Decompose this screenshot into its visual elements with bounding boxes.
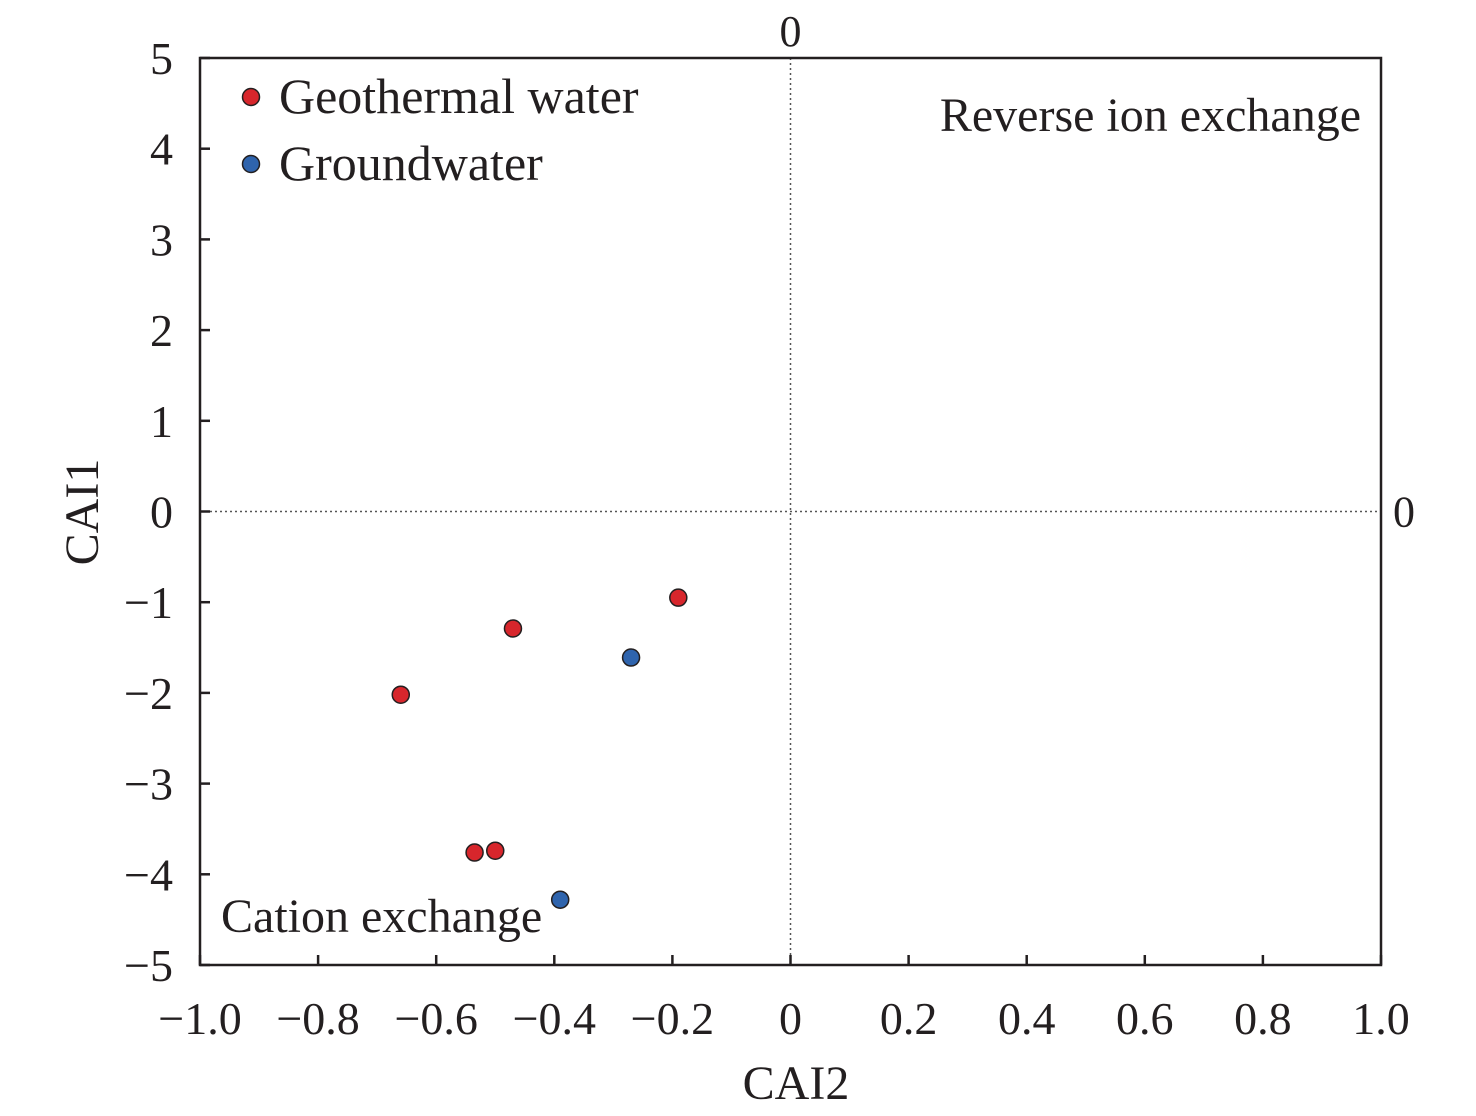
x-zero-reference-label: 0 <box>780 7 802 56</box>
y-ticks <box>200 56 210 967</box>
legend-label-groundwater: Groundwater <box>279 135 543 191</box>
data-point-geothermal-water <box>465 843 484 862</box>
legend-label-geothermal-water: Geothermal water <box>279 68 639 124</box>
data-point-geothermal-water <box>669 588 688 607</box>
y-tick-labels: −5 −4 −3 −2 −1 0 1 2 3 4 5 <box>124 33 173 991</box>
y-tick-label: −3 <box>124 759 173 810</box>
y-tick-label: 4 <box>150 124 173 175</box>
data-point-groundwater <box>550 890 570 909</box>
legend-marker-groundwater <box>241 154 261 174</box>
annotation-cation-exchange: Cation exchange <box>221 890 542 943</box>
x-tick-label: −0.6 <box>394 993 477 1044</box>
legend-marker-geothermal-water <box>241 87 261 107</box>
data-point-geothermal-water <box>391 685 411 704</box>
x-ticks <box>198 955 1383 965</box>
x-tick-label: 0 <box>779 993 802 1044</box>
data-point-geothermal-water <box>486 841 505 860</box>
y-tick-label: 3 <box>150 214 173 265</box>
legend: Geothermal water Groundwater <box>241 68 639 191</box>
y-tick-label: 1 <box>150 396 173 447</box>
y-tick-label: 2 <box>150 305 173 356</box>
x-tick-label: 0.2 <box>880 993 938 1044</box>
x-axis-label: CAI2 <box>743 1057 850 1110</box>
x-tick-label: 0.6 <box>1116 993 1174 1044</box>
y-tick-label: −5 <box>124 940 173 991</box>
x-tick-label: −0.2 <box>631 993 714 1044</box>
x-tick-label: 1.0 <box>1352 993 1410 1044</box>
y-tick-label: −1 <box>124 577 173 628</box>
y-zero-reference-label: 0 <box>1393 488 1415 537</box>
data-points <box>391 588 688 909</box>
data-point-groundwater <box>621 648 641 667</box>
x-tick-label: −1.0 <box>158 993 241 1044</box>
x-tick-label: −0.8 <box>276 993 359 1044</box>
y-tick-label: −4 <box>124 849 173 900</box>
y-tick-label: 5 <box>150 33 173 84</box>
x-tick-label: 0.4 <box>998 993 1056 1044</box>
data-point-geothermal-water <box>503 619 523 638</box>
y-tick-label: 0 <box>150 487 173 538</box>
y-tick-label: −2 <box>124 668 173 719</box>
x-tick-label: 0.8 <box>1234 993 1292 1044</box>
x-tick-labels: −1.0 −0.8 −0.6 −0.4 −0.2 0 0.2 0.4 0.6 0.8 1.0 <box>158 993 1409 1044</box>
annotation-reverse-ion-exchange: Reverse ion exchange <box>940 89 1361 142</box>
y-axis-label: CAI1 <box>56 459 109 566</box>
x-tick-label: −0.4 <box>513 993 596 1044</box>
